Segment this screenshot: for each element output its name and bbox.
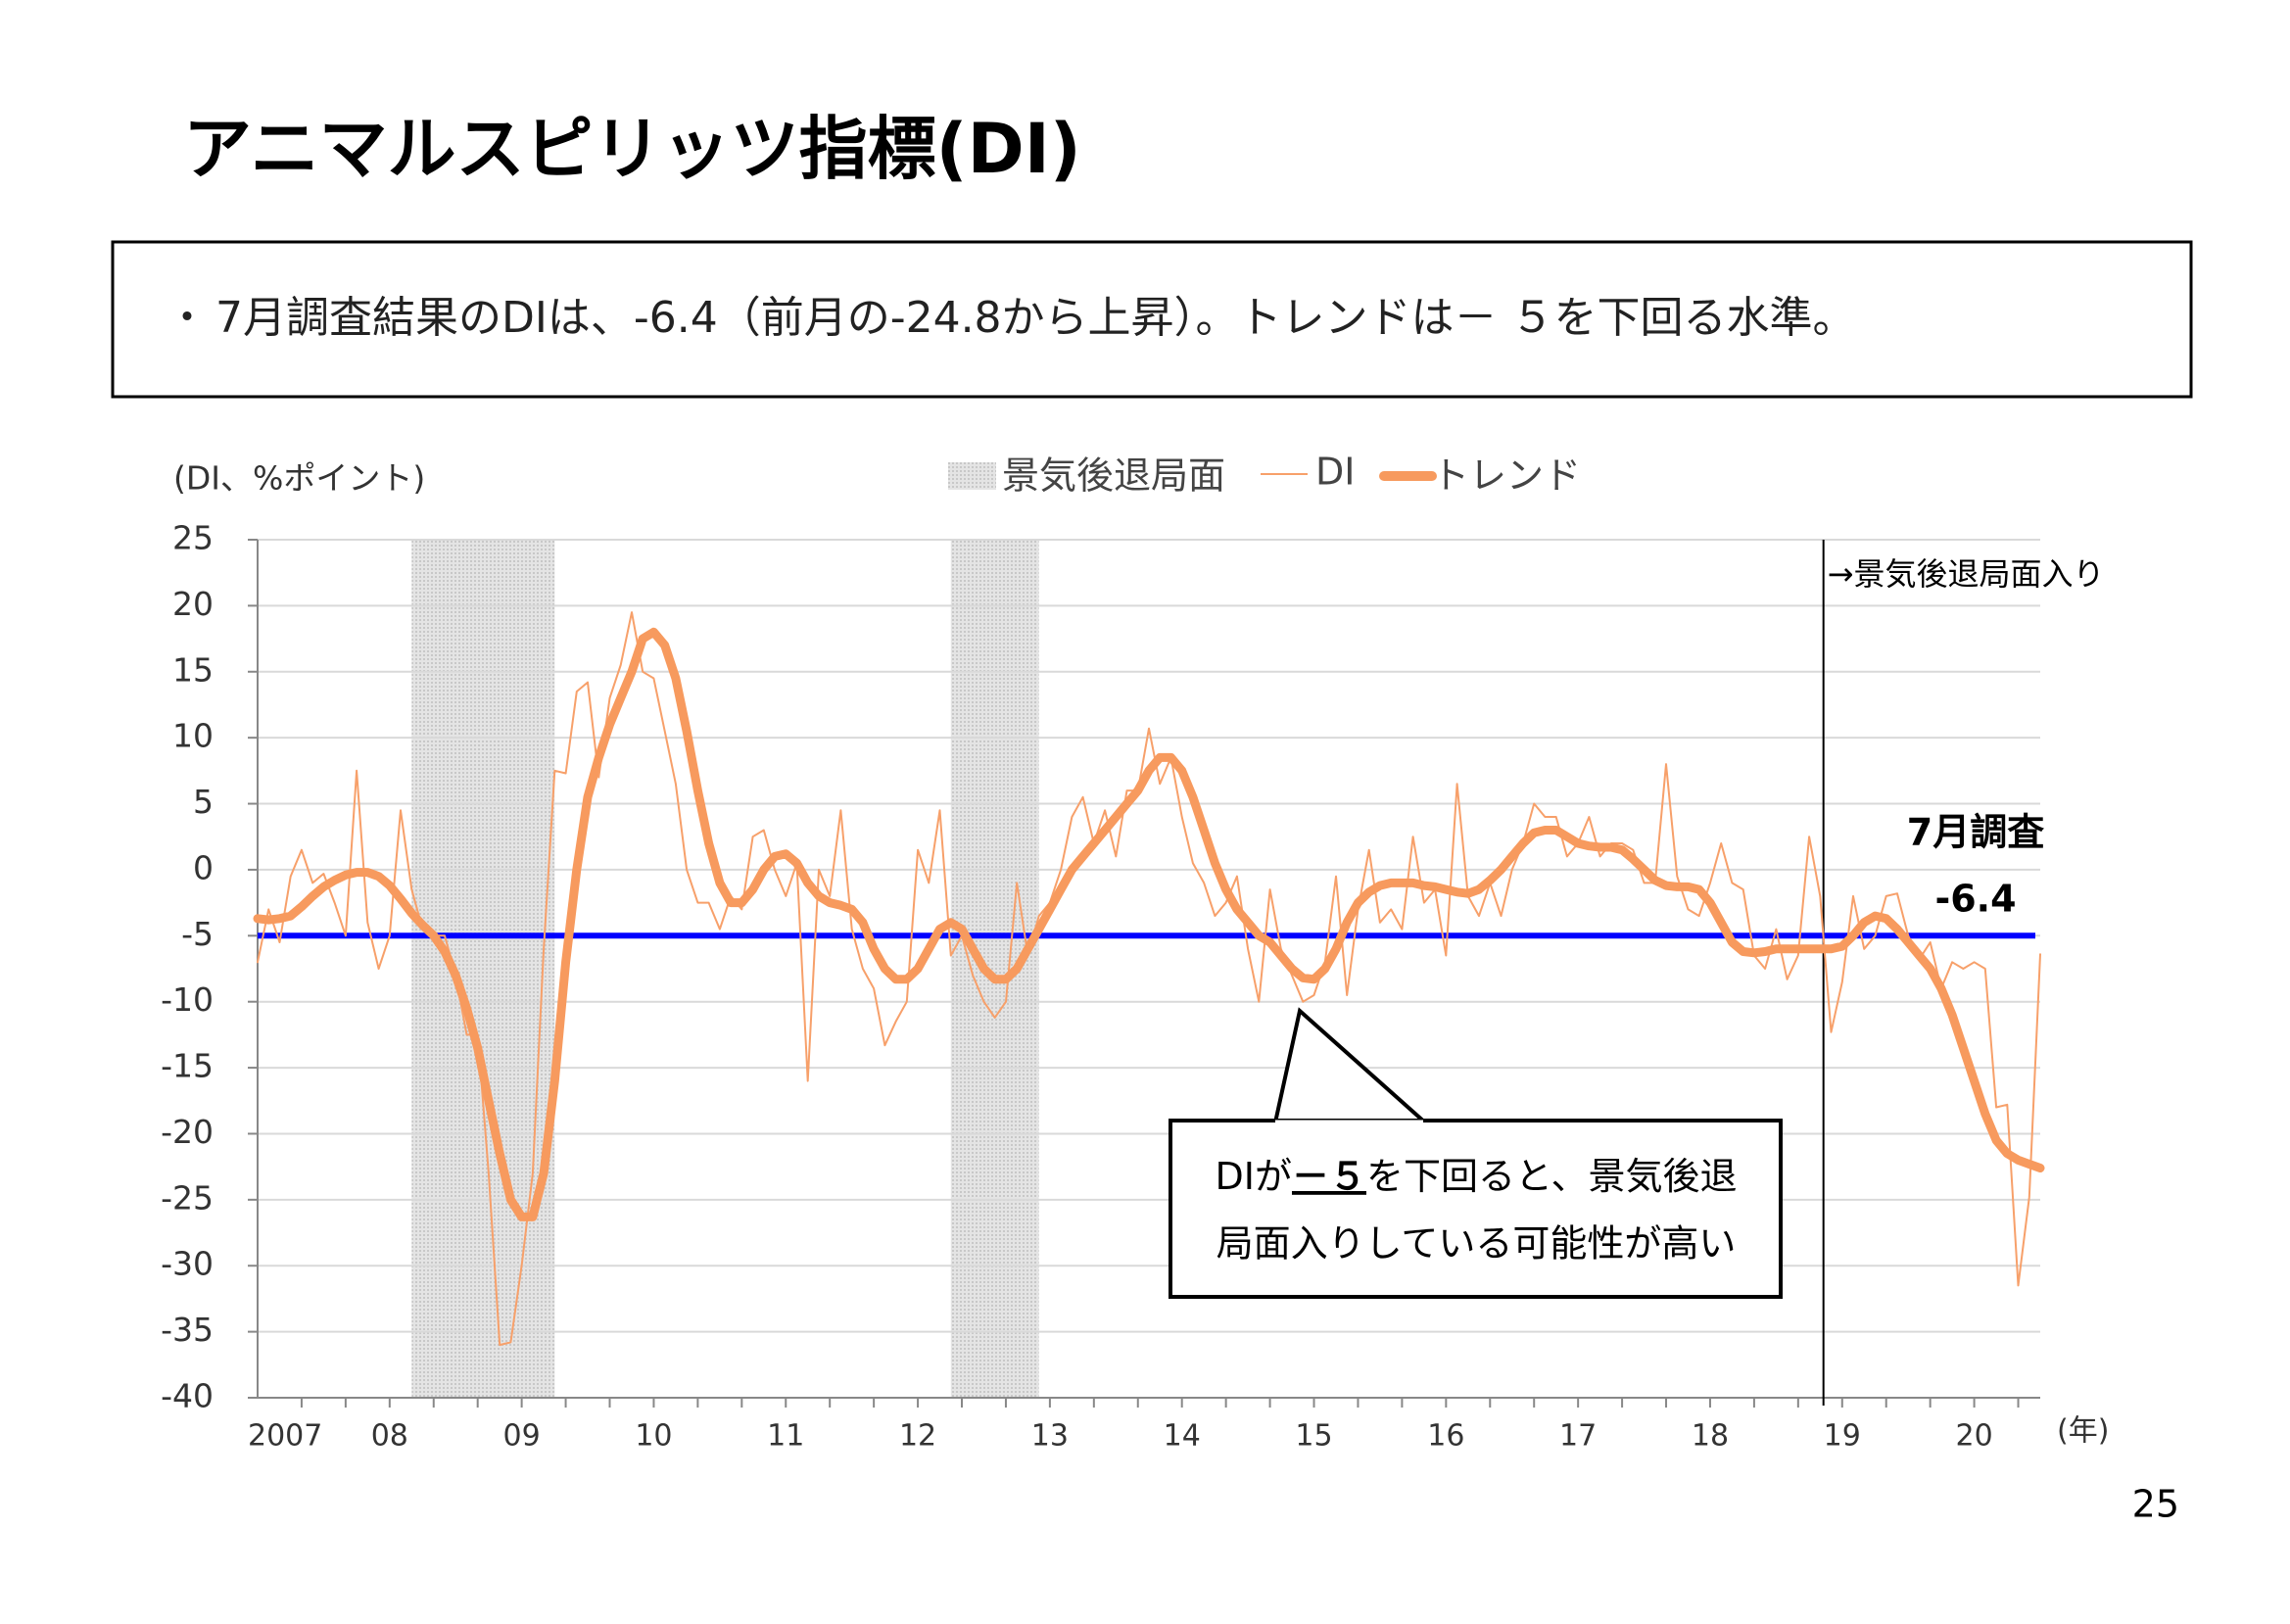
callout-text: DIが <box>1216 1155 1292 1198</box>
x-tick-label: 18 <box>1692 1419 1729 1454</box>
callout-emphasis: －５ <box>1292 1155 1366 1198</box>
plot: -40 -35 -30 -25 -20 -15 -10 -5 0 5 10 15 20 25 2007 08 0… <box>161 519 2104 1454</box>
x-tick-label: 19 <box>1824 1419 1861 1454</box>
callout-text: を下回ると、景気後退 <box>1366 1155 1737 1198</box>
bullet: ・ <box>167 294 208 342</box>
y-tick-label: 15 <box>172 650 214 689</box>
legend-swatch <box>948 462 996 490</box>
summary-box <box>111 240 2193 399</box>
y-tick-label: -10 <box>161 980 214 1019</box>
trend-line <box>253 627 2045 1221</box>
page-number: 25 <box>2132 1483 2179 1526</box>
x-tick-label: 12 <box>899 1419 936 1454</box>
y-axis-label: (DI、%ポイント) <box>173 459 425 498</box>
legend-label: 景気後退局面 <box>1002 454 1225 498</box>
y-tick-label: 20 <box>172 585 214 623</box>
callout-line: DIが－５を下回ると、景気後退 <box>1216 1155 1738 1198</box>
y-tick-label: -5 <box>181 915 214 953</box>
shaded-range <box>950 540 1039 1398</box>
event-label: →景気後退局面入り <box>1828 555 2105 593</box>
y-tick-label: -40 <box>161 1377 214 1415</box>
y-tick-label: -30 <box>161 1245 214 1283</box>
x-tick-label: 08 <box>371 1419 408 1454</box>
y-tick-label: -15 <box>161 1047 214 1085</box>
y-tick-label: -25 <box>161 1178 214 1217</box>
annotation-title: 7月調査 <box>1907 811 2044 854</box>
callout-pointer <box>1273 1007 1427 1124</box>
x-tick-label: 2007 <box>248 1419 322 1454</box>
x-tick-label: 09 <box>503 1419 541 1454</box>
y-tick-label: 25 <box>172 519 214 557</box>
x-tick-label: 14 <box>1164 1419 1201 1454</box>
y-tick-label: -20 <box>161 1113 214 1151</box>
x-tick-label: 20 <box>1955 1419 1992 1454</box>
legend-label: DI <box>1315 451 1355 494</box>
title: アニマルスピリッツ指標(DI) <box>183 109 1081 189</box>
annotation-value: -6.4 <box>1934 878 2016 921</box>
x-unit: (年) <box>2057 1414 2109 1449</box>
shaded-range <box>411 540 555 1398</box>
legend-label: トレンド <box>1432 454 1581 498</box>
x-tick-label: 11 <box>767 1419 804 1454</box>
x-tick-label: 13 <box>1031 1419 1069 1454</box>
y-tick-label: 10 <box>172 717 214 755</box>
callout-box <box>1169 1119 1783 1299</box>
summary-text: 7月調査結果のDIは、-6.4（前月の-24.8から上昇）。トレンドは－ ５を下… <box>215 293 1856 343</box>
x-tick-label: 10 <box>635 1419 672 1454</box>
y-tick-label: 5 <box>193 783 214 821</box>
di-line <box>257 611 2041 1347</box>
y-tick-label: 0 <box>193 848 214 886</box>
y-tick-label: -35 <box>161 1311 214 1349</box>
x-tick-label: 15 <box>1295 1419 1332 1454</box>
x-tick-label: 17 <box>1559 1419 1597 1454</box>
x-tick-label: 16 <box>1427 1419 1464 1454</box>
callout-line: 局面入りしている可能性が高い <box>1217 1222 1737 1266</box>
